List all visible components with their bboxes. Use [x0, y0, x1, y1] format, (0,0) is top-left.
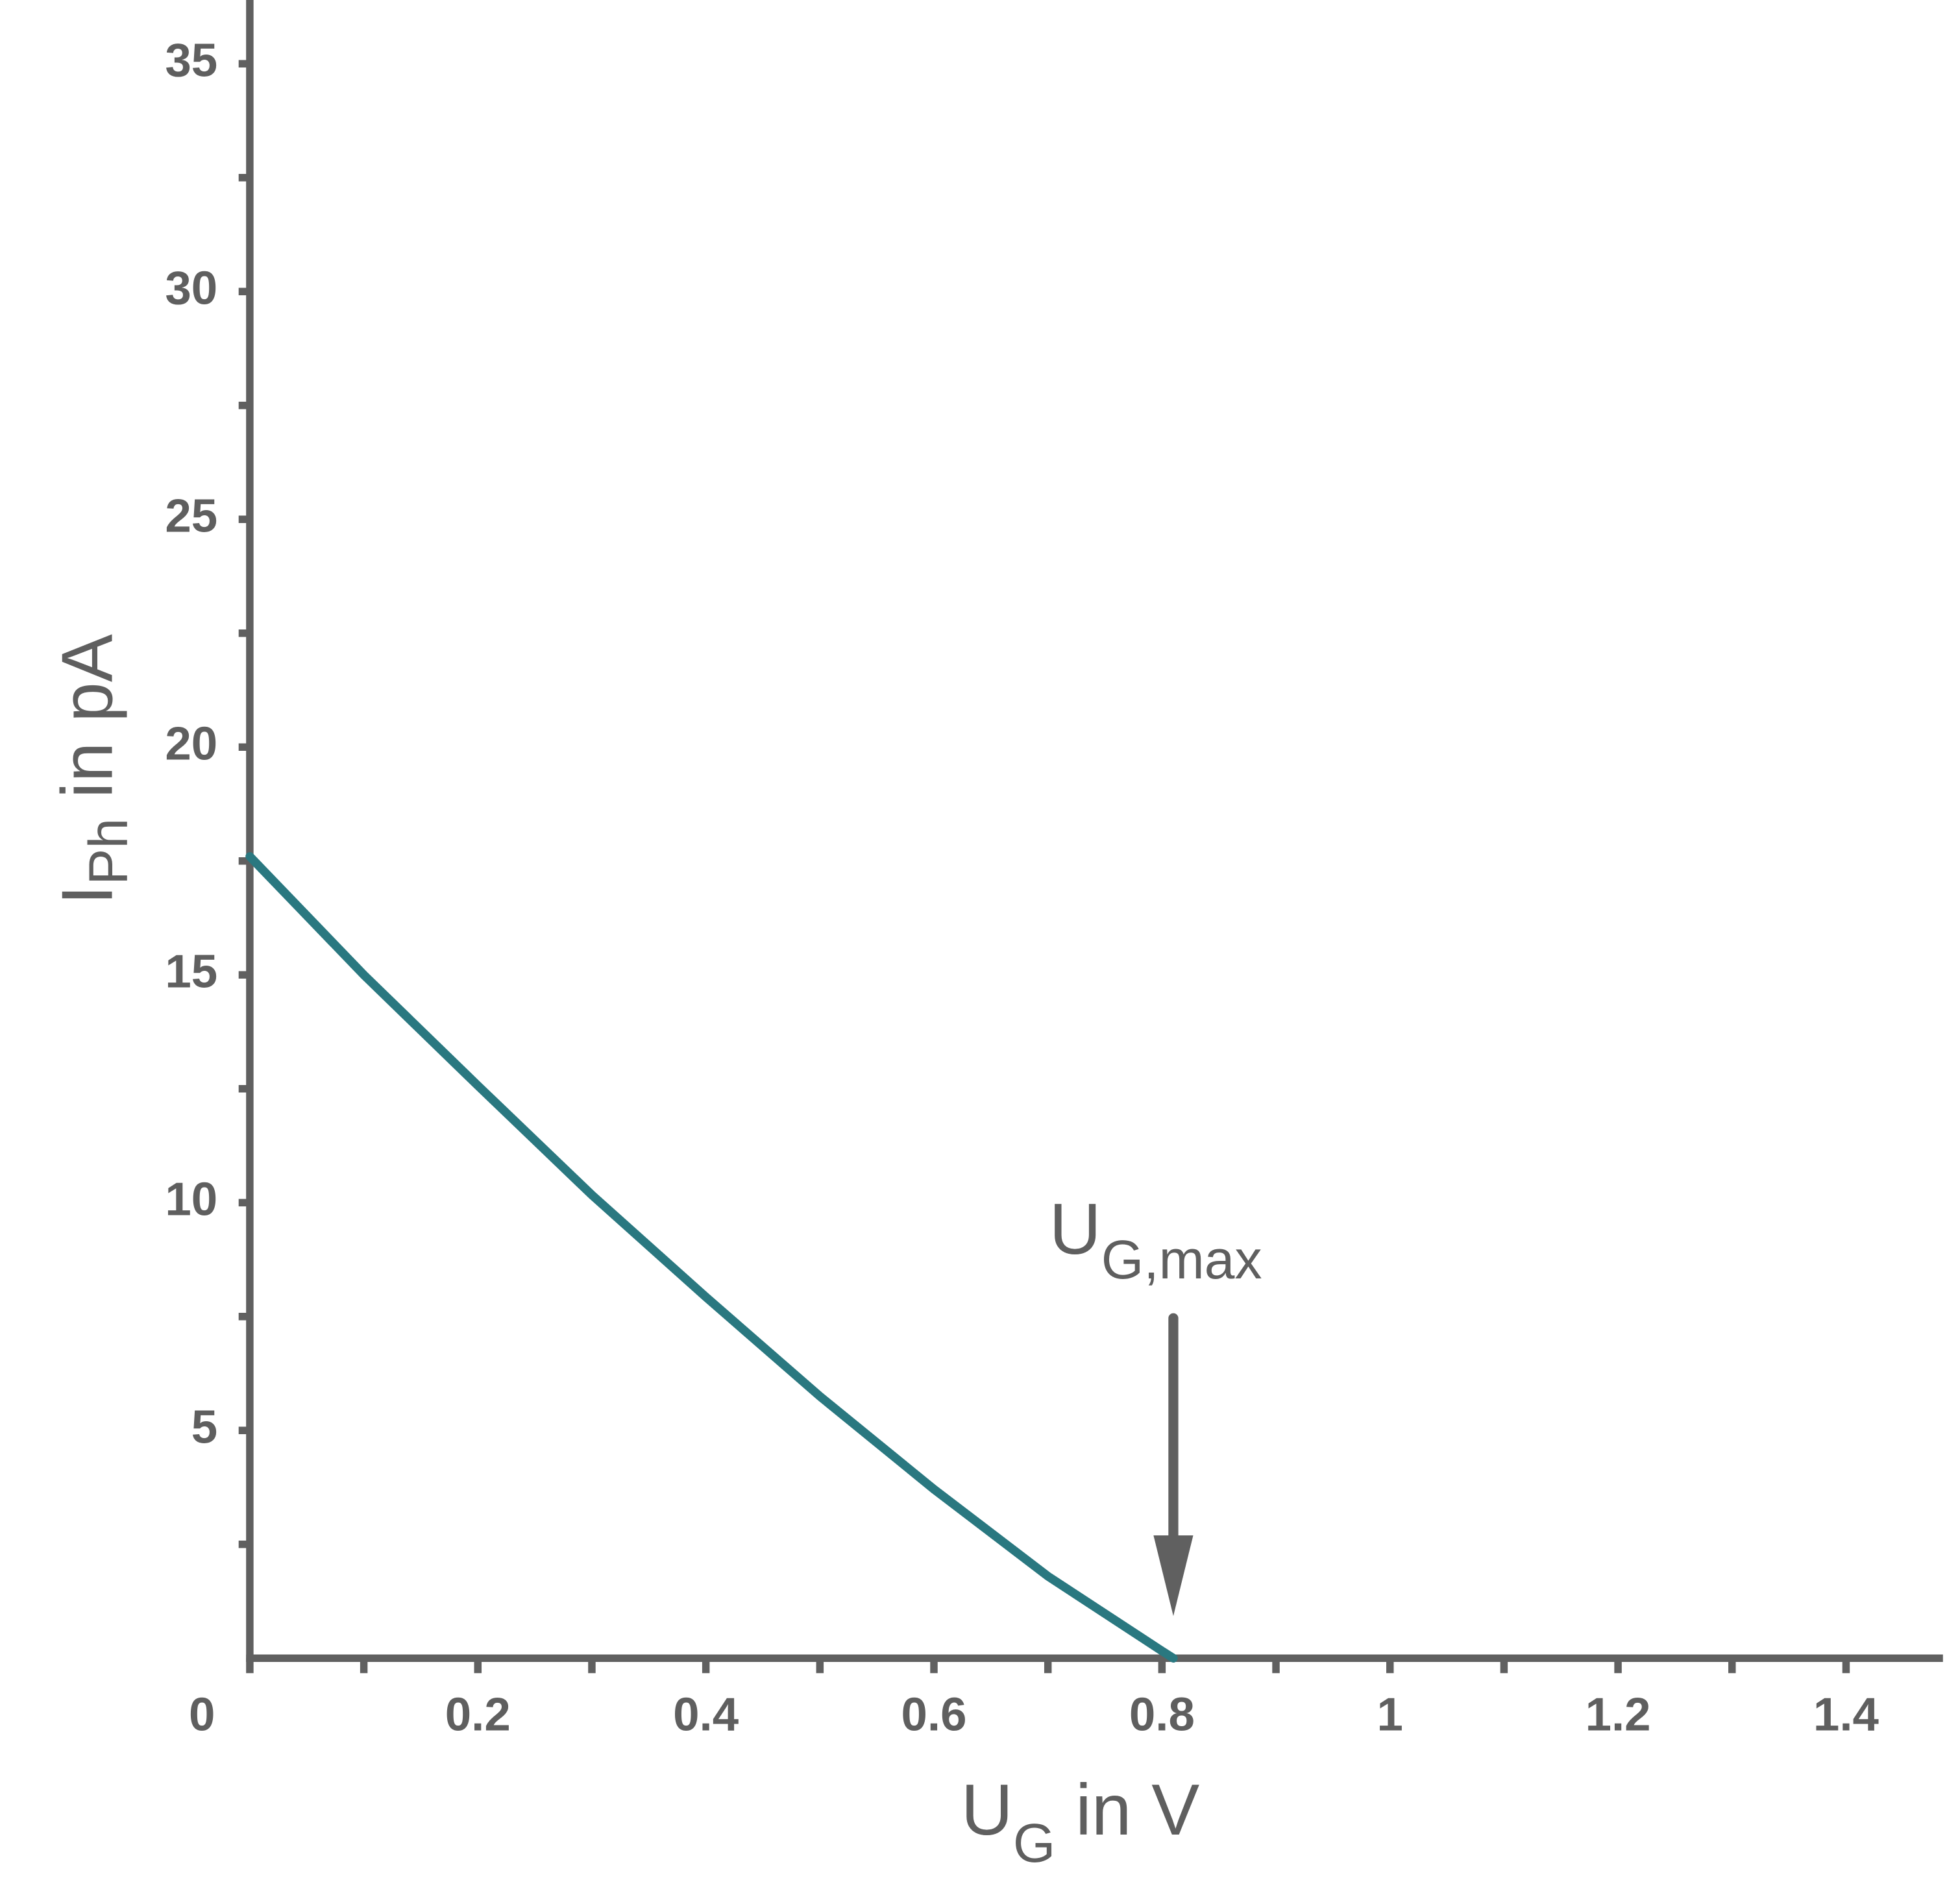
- x-tick-label: 0.6: [901, 1688, 966, 1740]
- x-tick-label: 1.4: [1813, 1688, 1880, 1740]
- annotation-main: U: [1049, 1189, 1101, 1269]
- y-axis-label: IPh in pA: [47, 634, 139, 905]
- x-label-main: U: [961, 1770, 1013, 1850]
- y-tick-label: 15: [165, 945, 217, 997]
- y-tick-label: 25: [165, 489, 217, 542]
- x-tick-label: 0.8: [1129, 1688, 1195, 1740]
- x-tick-label: 1: [1377, 1688, 1403, 1740]
- y-tick-label: 20: [165, 717, 217, 770]
- annotation-sub: G,max: [1101, 1229, 1262, 1290]
- y-label-rest: in pA: [47, 634, 128, 818]
- y-tick-label: 10: [165, 1173, 217, 1225]
- y-tick-label: 35: [165, 34, 217, 86]
- annotation: UG,max: [1049, 1189, 1262, 1290]
- data-line: [245, 852, 1178, 1663]
- y-label-main: I: [47, 885, 128, 905]
- x-tick-label: 1.2: [1586, 1688, 1651, 1740]
- y-tick-label: 30: [165, 262, 217, 314]
- x-label-rest: in V: [1055, 1770, 1199, 1850]
- y-label-sub: Ph: [78, 818, 139, 885]
- x-axis-label: UG in V: [961, 1770, 1200, 1873]
- x-tick-label: 0.2: [445, 1688, 511, 1740]
- x-tick-label: 0: [189, 1688, 215, 1740]
- annotation-arrow-head: [1153, 1535, 1194, 1617]
- x-tick-label: 0.4: [673, 1688, 739, 1740]
- x-label-sub: G: [1013, 1812, 1055, 1873]
- y-tick-label: 5: [191, 1400, 217, 1453]
